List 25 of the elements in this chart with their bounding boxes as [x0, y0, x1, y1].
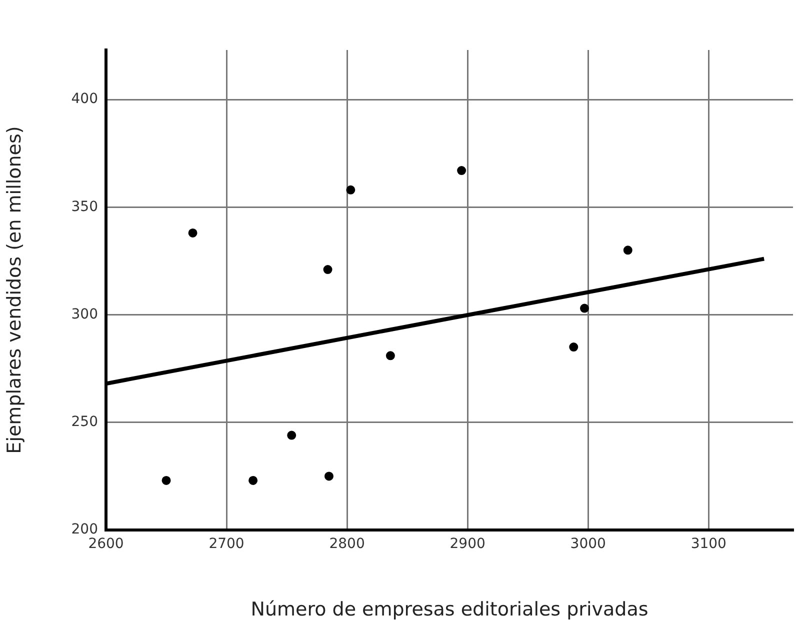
y-axis-title: Ejemplares vendidos (en millones) — [3, 126, 26, 454]
point — [346, 185, 356, 194]
point — [248, 476, 258, 485]
y-tick-label: 350 — [71, 198, 98, 215]
point — [323, 265, 332, 274]
point — [386, 351, 395, 360]
point — [324, 472, 334, 481]
y-tick-label: 250 — [71, 414, 98, 430]
point — [162, 476, 171, 485]
y-tick-label: 300 — [71, 306, 98, 322]
y-tick-label: 400 — [71, 91, 98, 108]
x-tick-label: 2800 — [329, 536, 365, 552]
x-tick-label: 2900 — [450, 536, 486, 552]
point — [188, 228, 198, 238]
point — [457, 166, 466, 176]
x-tick-label: 3000 — [570, 536, 606, 552]
x-tick-label: 3100 — [690, 536, 726, 552]
point — [569, 342, 578, 352]
point — [623, 246, 632, 255]
x-tick-label: 2700 — [208, 536, 244, 552]
x-tick-label: 2600 — [88, 536, 124, 552]
x-axis-title: Número de empresas editoriales privadas — [250, 598, 648, 621]
point — [580, 304, 589, 313]
y-tick-label: 200 — [71, 522, 98, 538]
point — [287, 430, 296, 440]
